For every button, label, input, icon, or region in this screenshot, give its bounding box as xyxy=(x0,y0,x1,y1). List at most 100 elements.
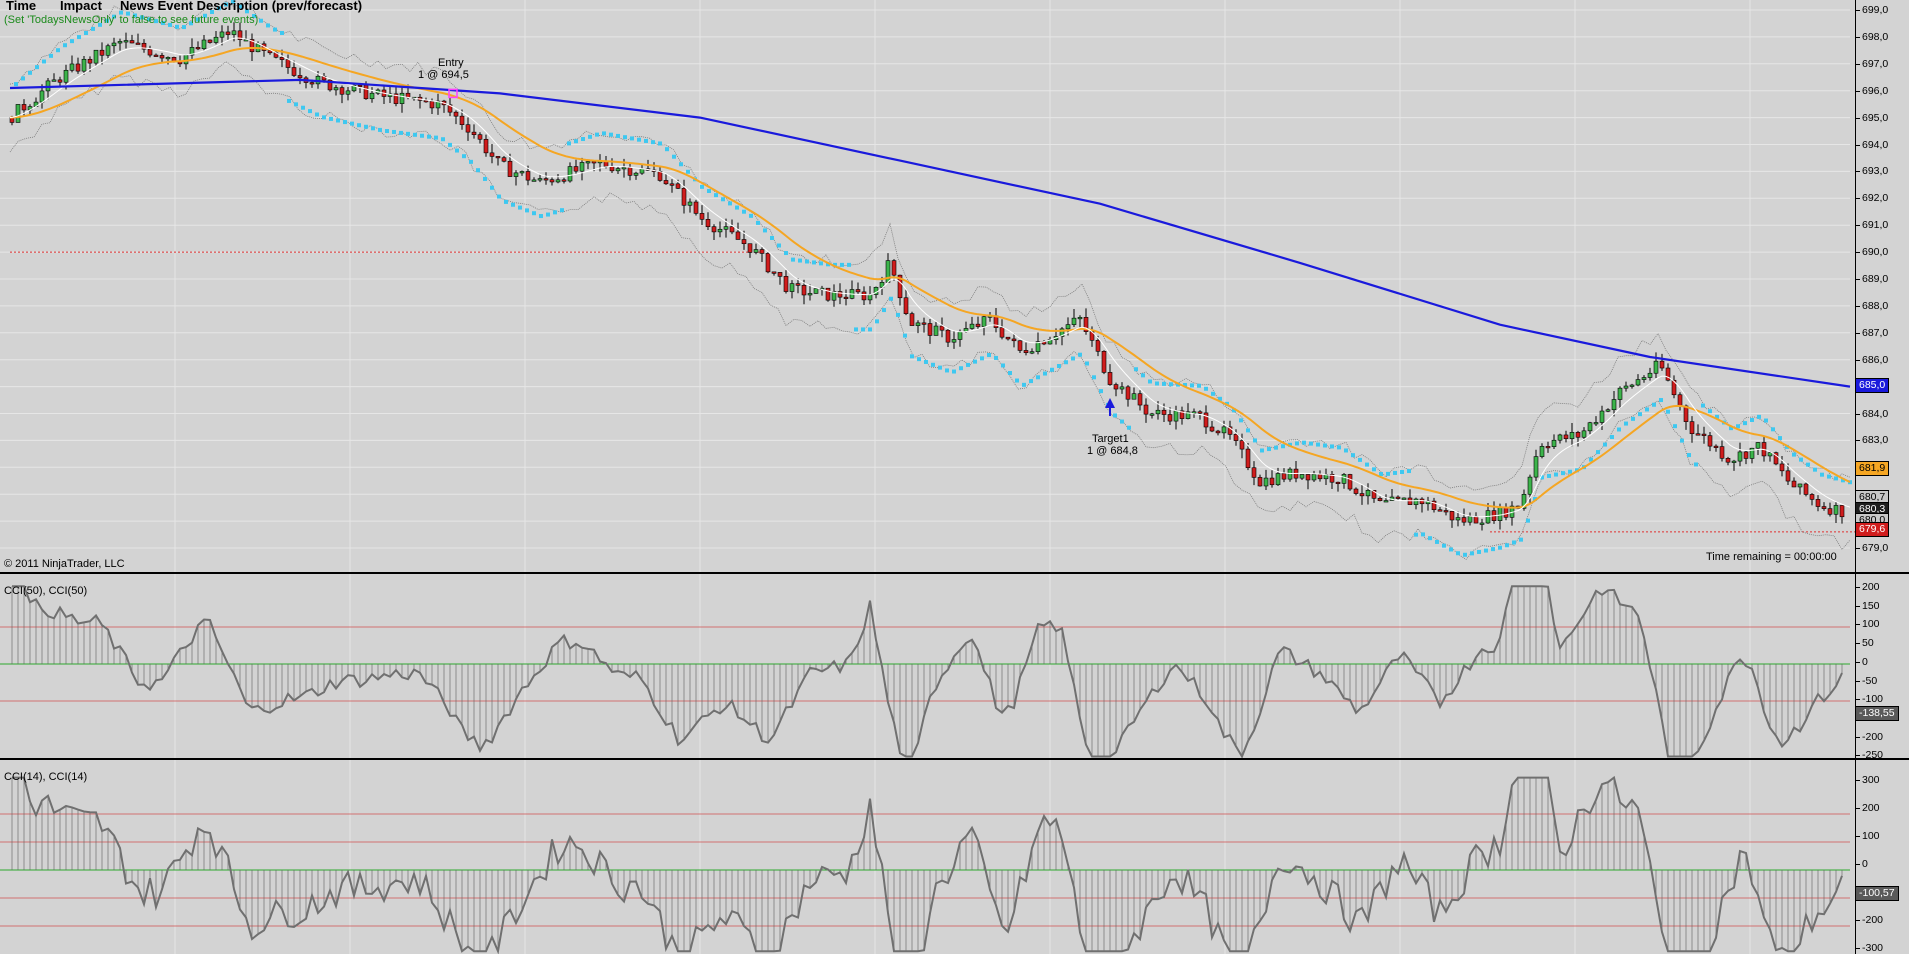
parabolic-sar-dot xyxy=(329,116,333,121)
candle xyxy=(681,188,687,206)
parabolic-sar-dot xyxy=(840,262,844,267)
parabolic-sar-dot xyxy=(742,209,746,214)
parabolic-sar-dot xyxy=(91,26,95,31)
candle xyxy=(1587,422,1593,432)
candle xyxy=(159,55,165,59)
parabolic-sar-dot xyxy=(434,135,438,140)
parabolic-sar-dot xyxy=(903,333,907,338)
target-arrow xyxy=(1105,398,1115,416)
parabolic-sar-dot xyxy=(966,362,970,367)
candle xyxy=(213,36,219,43)
parabolic-sar-dot xyxy=(882,308,886,313)
parabolic-sar-dot xyxy=(1736,424,1740,429)
parabolic-sar-dot xyxy=(721,197,725,202)
candle xyxy=(1305,474,1311,481)
candle xyxy=(1449,511,1455,521)
candle xyxy=(543,178,549,181)
parabolic-sar-dot xyxy=(1330,444,1334,449)
y-tick-label: 692,0 xyxy=(1855,192,1889,205)
parabolic-sar-dot xyxy=(1547,473,1551,478)
candle xyxy=(501,157,507,162)
parabolic-sar-dot xyxy=(861,327,865,332)
y-tick-label: 688,0 xyxy=(1855,299,1889,312)
parabolic-sar-dot xyxy=(875,319,879,324)
parabolic-sar-dot xyxy=(1729,426,1733,431)
candle xyxy=(1779,463,1785,472)
candle xyxy=(813,288,819,294)
parabolic-sar-dot xyxy=(420,133,424,138)
cci50-panel[interactable] xyxy=(0,574,1855,758)
bollinger-lower-band xyxy=(9,61,1851,561)
parabolic-sar-dot xyxy=(1596,450,1600,455)
candle xyxy=(1713,445,1719,448)
candle xyxy=(201,39,207,50)
candle xyxy=(747,243,753,253)
parabolic-sar-dot xyxy=(1148,379,1152,384)
parabolic-sar-dot xyxy=(490,185,494,190)
candle xyxy=(1191,411,1197,414)
candle xyxy=(1071,317,1077,325)
candle xyxy=(711,226,717,233)
y-tick-label: 699,0 xyxy=(1855,4,1889,16)
candle xyxy=(123,40,129,43)
panel-separator-1[interactable] xyxy=(0,572,1909,574)
candle xyxy=(1503,506,1509,518)
candle xyxy=(1803,483,1809,495)
parabolic-sar-dot xyxy=(1715,414,1719,419)
bollinger-upper-band xyxy=(9,0,1851,491)
y-tick-label: 100 xyxy=(1856,830,1880,842)
candle xyxy=(1059,328,1065,337)
parabolic-sar-dot xyxy=(1351,453,1355,458)
parabolic-sar-dot xyxy=(889,296,893,301)
parabolic-sar-dot xyxy=(350,121,354,126)
candle xyxy=(1539,446,1545,457)
candle xyxy=(573,166,579,172)
entry-marker-detail: 1 @ 694,5 xyxy=(418,69,469,81)
candle xyxy=(1245,448,1251,469)
candle xyxy=(195,47,201,50)
cci14-panel[interactable] xyxy=(0,760,1855,954)
parabolic-sar-dot xyxy=(1197,383,1201,388)
candle xyxy=(1497,506,1503,521)
parabolic-sar-dot xyxy=(973,359,977,364)
parabolic-sar-dot xyxy=(1610,435,1614,440)
parabolic-sar-dot xyxy=(1386,471,1390,476)
parabolic-sar-dot xyxy=(1477,549,1481,554)
y-tick-label: -300 xyxy=(1855,942,1884,954)
candle xyxy=(1377,498,1383,502)
parabolic-sar-dot xyxy=(1603,442,1607,447)
cci14-line xyxy=(12,775,1843,954)
candle xyxy=(1737,451,1743,462)
price-chart-panel[interactable] xyxy=(0,0,1855,572)
candle xyxy=(435,100,441,109)
y-tick-label: 50 xyxy=(1856,637,1874,650)
candle xyxy=(1143,404,1149,415)
y-tick-label: 696,0 xyxy=(1855,84,1889,97)
candle xyxy=(1407,497,1413,505)
candle xyxy=(633,172,639,176)
candle xyxy=(363,84,369,100)
candle xyxy=(825,287,831,301)
parabolic-sar-dot xyxy=(238,4,242,9)
panel-separator-2[interactable] xyxy=(0,758,1909,760)
time-remaining-label: Time remaining = 00:00:00 xyxy=(1706,551,1837,563)
parabolic-sar-dot xyxy=(665,147,669,152)
parabolic-sar-dot xyxy=(301,105,305,110)
candle xyxy=(1479,522,1485,525)
candle xyxy=(639,168,645,174)
last-upper-tag: 680,7 xyxy=(1855,490,1890,505)
parabolic-sar-dot xyxy=(1841,478,1845,483)
parabolic-sar-dot xyxy=(651,140,655,145)
parabolic-sar-dot xyxy=(994,355,998,360)
candle xyxy=(549,179,555,183)
parabolic-sar-dot xyxy=(567,141,571,146)
parabolic-sar-dot xyxy=(1491,547,1495,552)
candle xyxy=(327,79,333,91)
candle xyxy=(735,231,741,240)
parabolic-sar-dot xyxy=(1218,396,1222,401)
parabolic-sar-dot xyxy=(1813,467,1817,472)
candle xyxy=(927,323,933,336)
parabolic-sar-dot xyxy=(868,327,872,332)
entry-marker xyxy=(448,88,458,99)
candle xyxy=(1137,393,1143,406)
